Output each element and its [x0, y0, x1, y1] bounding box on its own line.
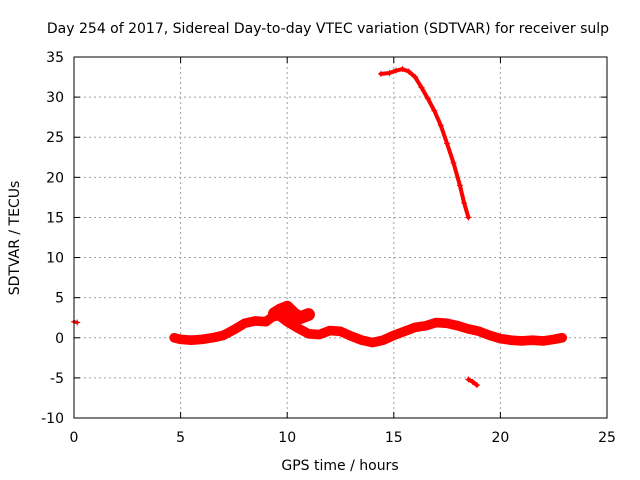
data-point — [444, 320, 451, 327]
data-point — [198, 336, 205, 343]
data-point — [284, 304, 291, 311]
data-point — [296, 314, 303, 321]
y-tick-label: 30 — [46, 90, 64, 106]
data-point — [431, 107, 438, 114]
data-point — [401, 328, 408, 335]
data-point — [405, 68, 412, 75]
data-point — [476, 328, 483, 335]
y-tick-label: 25 — [46, 130, 64, 146]
data-point — [540, 337, 547, 344]
series-band — [169, 310, 568, 348]
data-point — [305, 311, 312, 318]
y-tick-label: 15 — [46, 210, 64, 226]
data-point — [252, 317, 259, 324]
data-point — [508, 337, 515, 344]
plot-frame — [73, 56, 608, 419]
data-point — [456, 182, 463, 189]
y-tick-label: 20 — [46, 170, 64, 186]
data-point — [284, 318, 291, 325]
y-tick-label: -10 — [41, 411, 64, 427]
data-point — [316, 331, 323, 338]
series-main-band — [169, 310, 568, 348]
data-point — [486, 332, 493, 339]
x-tick-label: 15 — [385, 430, 403, 446]
data-point — [412, 324, 419, 331]
data-point — [454, 322, 461, 329]
data-series — [71, 66, 568, 389]
data-point — [529, 337, 536, 344]
data-point — [469, 378, 476, 385]
data-point — [337, 328, 344, 335]
data-point — [241, 320, 248, 327]
data-point — [473, 382, 480, 389]
y-tick-label: 35 — [46, 50, 64, 66]
data-point — [418, 84, 425, 91]
data-point — [380, 337, 387, 344]
x-axis-title: GPS time / hours — [281, 458, 398, 474]
data-point — [326, 327, 333, 334]
data-point — [465, 214, 472, 221]
data-point — [290, 310, 297, 317]
data-point — [230, 326, 237, 333]
data-point — [444, 140, 451, 147]
data-point — [450, 159, 457, 166]
x-tick-label: 10 — [278, 430, 296, 446]
chart-title: Day 254 of 2017, Sidereal Day-to-day VTE… — [47, 21, 609, 37]
data-point — [390, 332, 397, 339]
y-tick-label: -5 — [50, 371, 64, 387]
data-point — [369, 339, 376, 346]
data-point — [497, 335, 504, 342]
data-point — [378, 70, 385, 77]
y-tick-labels: -10 -5 0 5 10 15 20 25 30 35 — [41, 50, 64, 427]
data-point — [177, 336, 184, 343]
data-point — [271, 310, 278, 317]
data-point — [399, 66, 406, 73]
data-point — [209, 334, 216, 341]
y-axis-title: SDTVAR / TECUs — [7, 181, 23, 296]
axis-ticks — [73, 56, 608, 419]
data-point — [465, 376, 472, 383]
x-tick-label: 0 — [70, 430, 79, 446]
data-point — [358, 337, 365, 344]
data-point — [424, 95, 431, 102]
data-point — [277, 306, 284, 313]
data-point — [465, 325, 472, 332]
series-band — [267, 300, 315, 325]
data-point — [171, 334, 178, 341]
data-point — [550, 336, 557, 343]
series-upper-arc — [378, 66, 472, 221]
series-start-point — [71, 318, 81, 326]
data-point — [392, 67, 399, 74]
data-point — [518, 337, 525, 344]
x-tick-label: 5 — [176, 430, 185, 446]
data-point — [305, 330, 312, 337]
x-tick-label: 20 — [491, 430, 509, 446]
data-point — [422, 322, 429, 329]
data-point — [262, 318, 269, 325]
data-point — [294, 325, 301, 332]
grid — [74, 57, 607, 418]
y-tick-label: 5 — [55, 291, 64, 307]
data-point — [461, 200, 468, 207]
series-low-cluster — [465, 376, 480, 389]
data-point — [437, 122, 444, 129]
data-point — [188, 337, 195, 344]
data-point — [220, 332, 227, 339]
x-tick-label: 25 — [598, 430, 616, 446]
data-point — [348, 333, 355, 340]
x-tick-labels: 0 5 10 15 20 25 — [70, 430, 616, 446]
data-point — [433, 319, 440, 326]
data-point — [412, 74, 419, 81]
data-point — [559, 334, 566, 341]
series-spike-cluster — [267, 300, 315, 325]
data-point — [74, 319, 81, 326]
y-tick-label: 0 — [55, 331, 64, 347]
y-tick-label: 10 — [46, 251, 64, 267]
data-point — [386, 70, 393, 77]
